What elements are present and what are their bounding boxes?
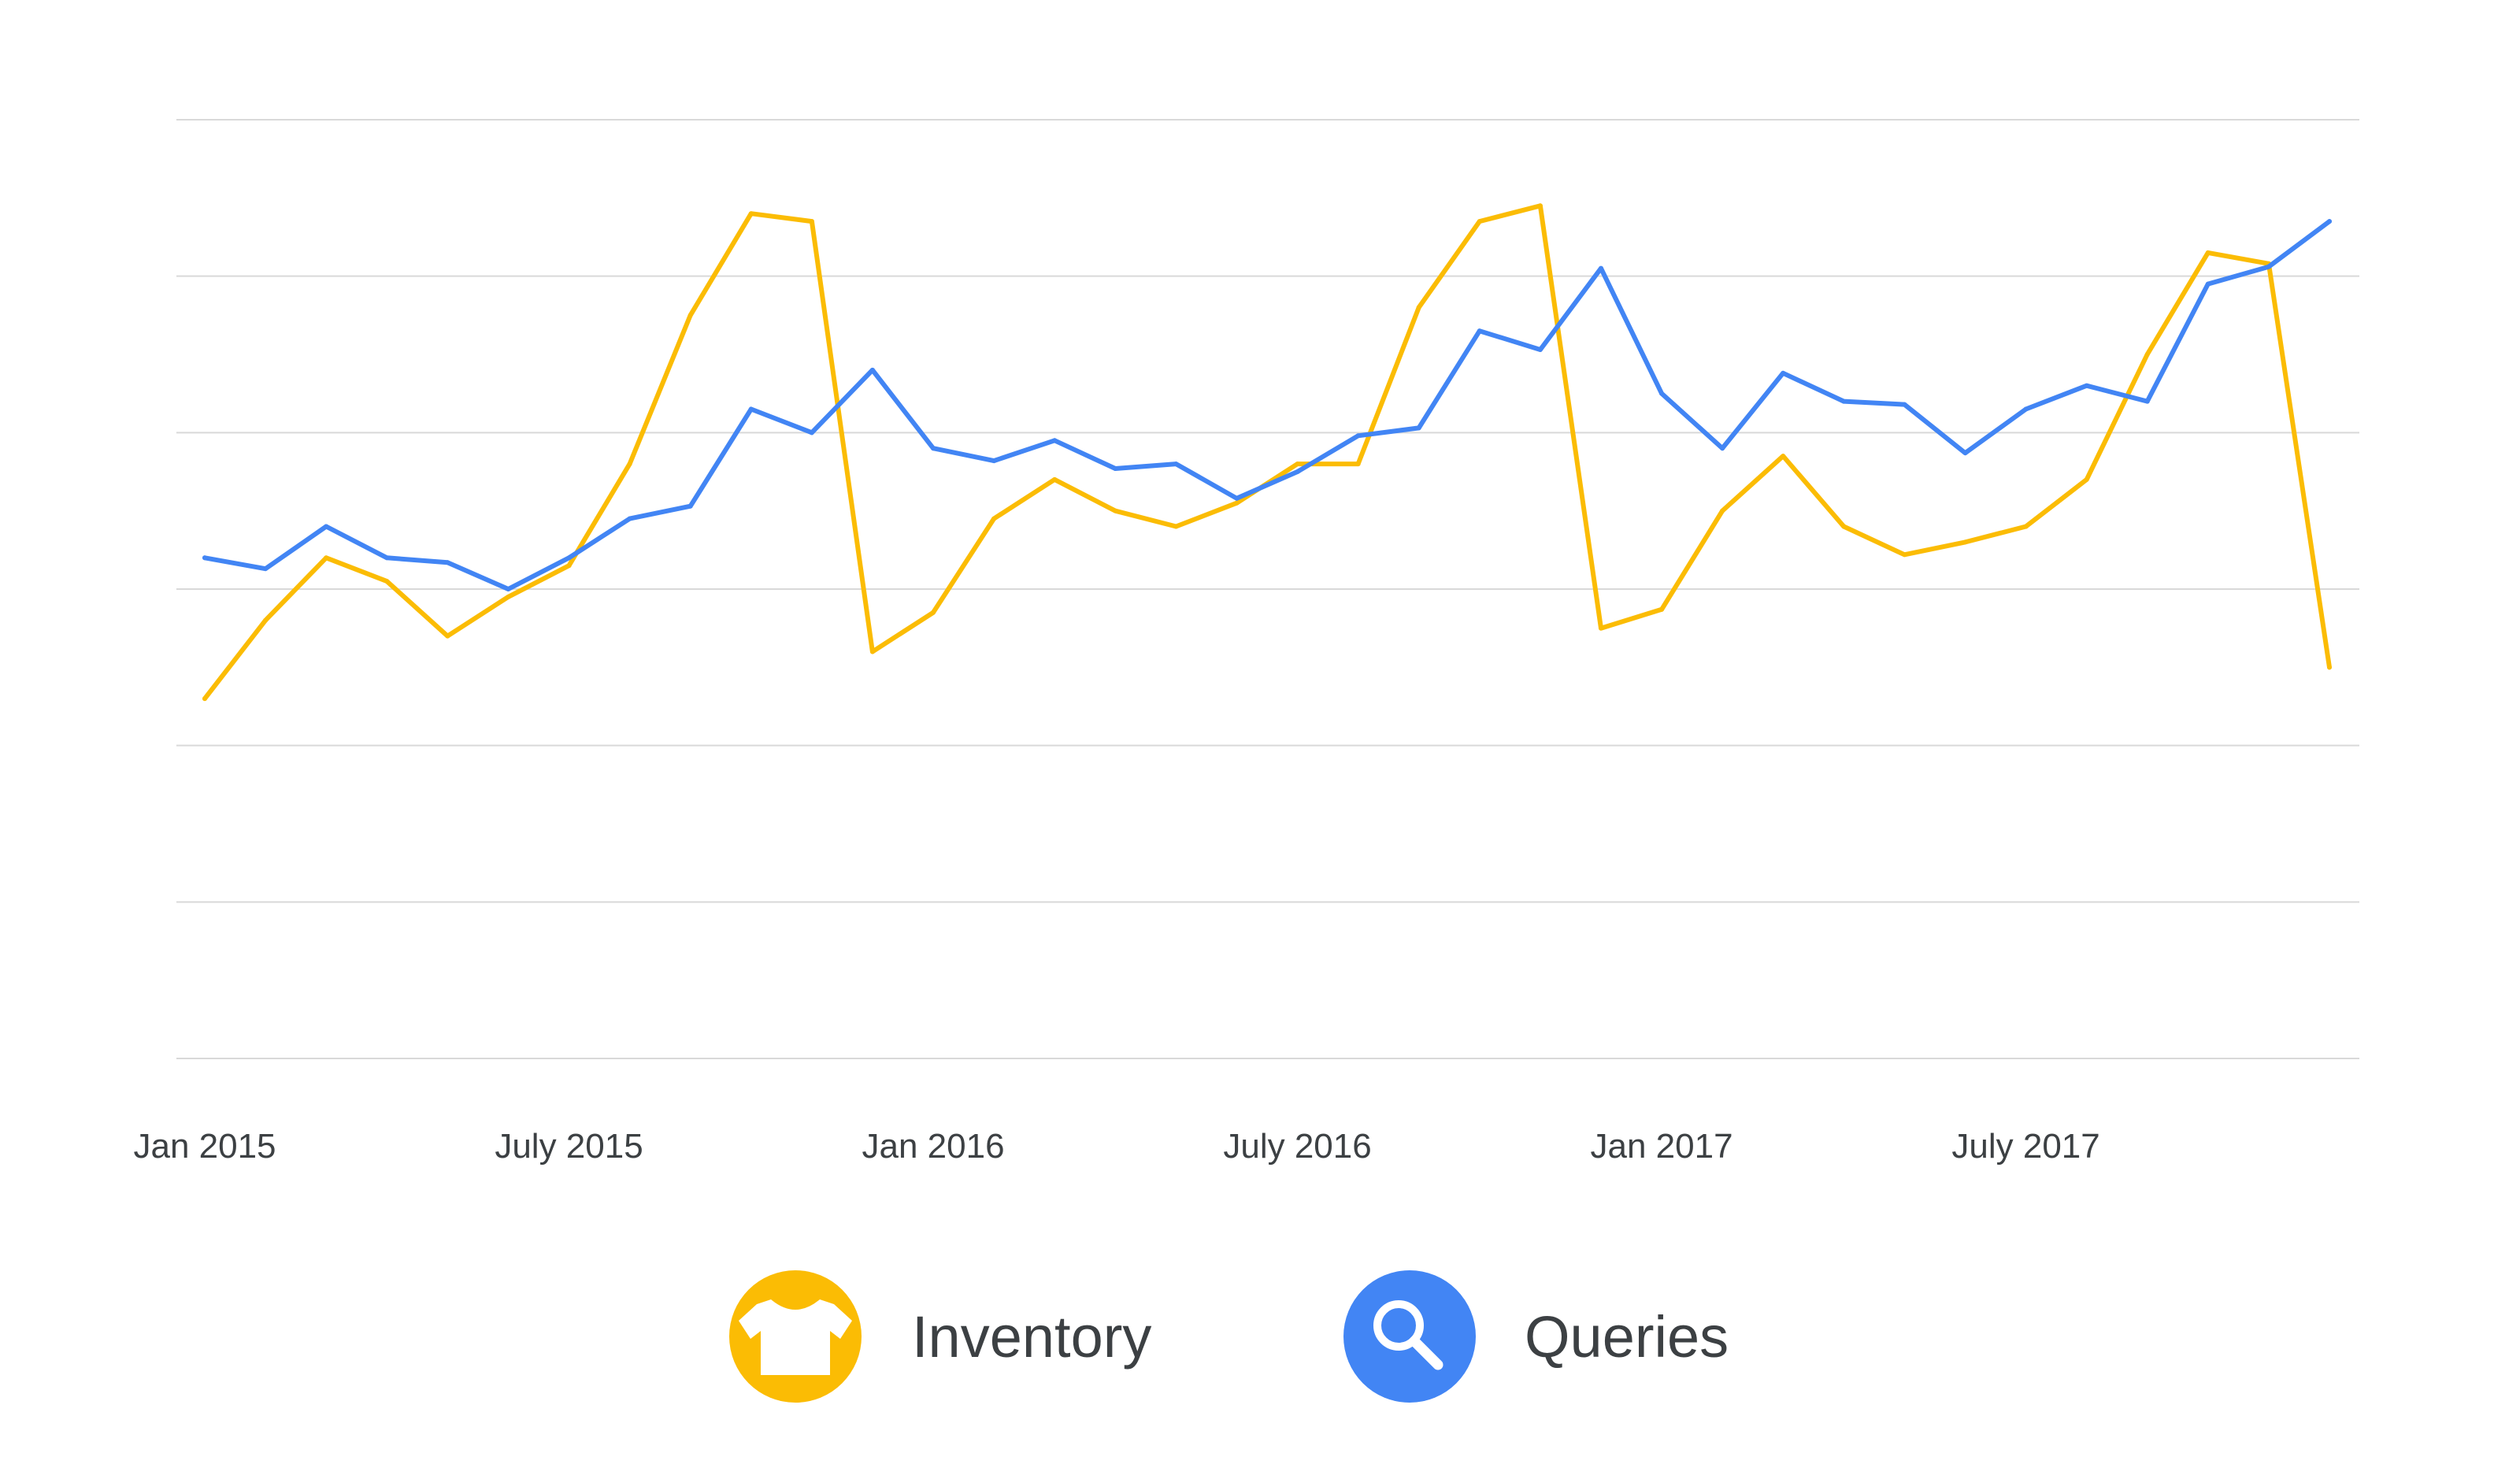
data-point-queries bbox=[566, 555, 572, 561]
data-point-inventory bbox=[202, 696, 207, 702]
data-point-queries bbox=[1234, 495, 1240, 501]
data-point-inventory bbox=[1902, 552, 1907, 558]
series-line-queries bbox=[202, 219, 2332, 591]
data-point-inventory bbox=[809, 219, 814, 224]
data-point-inventory bbox=[991, 516, 997, 521]
data-point-queries bbox=[1781, 370, 1786, 376]
data-point-inventory bbox=[506, 594, 511, 599]
data-point-inventory bbox=[1659, 606, 1665, 612]
data-point-queries bbox=[202, 555, 207, 561]
data-point-inventory bbox=[748, 211, 754, 217]
data-point-inventory bbox=[1295, 461, 1300, 467]
data-point-queries bbox=[2327, 219, 2332, 224]
data-point-inventory bbox=[2205, 250, 2211, 255]
data-point-inventory bbox=[1962, 539, 1968, 545]
data-point-queries bbox=[506, 587, 511, 591]
data-point-inventory bbox=[445, 633, 450, 639]
x-tick-label: July 2015 bbox=[495, 1127, 643, 1166]
series-queries bbox=[202, 219, 2332, 591]
legend-label-queries: Queries bbox=[1525, 1304, 1729, 1370]
legend: Inventory Queries bbox=[729, 1270, 1729, 1403]
data-point-queries bbox=[1113, 466, 1118, 472]
data-point-inventory bbox=[687, 313, 693, 318]
data-point-queries bbox=[2084, 383, 2089, 388]
data-point-inventory bbox=[1841, 524, 1847, 529]
x-tick-label: July 2017 bbox=[1951, 1127, 2099, 1166]
data-point-inventory bbox=[1234, 500, 1240, 506]
data-point-queries bbox=[1295, 469, 1300, 474]
data-point-queries bbox=[1416, 425, 1421, 431]
data-point-inventory bbox=[1052, 476, 1058, 482]
shirt-icon bbox=[739, 1299, 852, 1375]
data-point-queries bbox=[2205, 281, 2211, 287]
data-point-queries bbox=[1841, 398, 1847, 404]
data-point-queries bbox=[1537, 347, 1543, 353]
data-point-queries bbox=[1962, 450, 1968, 456]
legend-item-inventory: Inventory bbox=[729, 1270, 1151, 1403]
data-point-queries bbox=[324, 524, 329, 529]
data-point-inventory bbox=[1720, 508, 1725, 513]
data-point-queries bbox=[1598, 265, 1603, 271]
x-axis: Jan 2015 July 2015 Jan 2016 July 2016 Jan 20… bbox=[133, 1127, 2099, 1166]
data-point-queries bbox=[384, 555, 390, 561]
data-point-queries bbox=[1052, 438, 1058, 443]
data-point-queries bbox=[931, 446, 936, 451]
data-point-queries bbox=[1902, 402, 1907, 407]
data-point-inventory bbox=[2023, 524, 2029, 529]
data-point-inventory bbox=[1477, 219, 1482, 224]
data-point-inventory bbox=[324, 555, 329, 561]
data-point-inventory bbox=[263, 617, 269, 623]
data-point-inventory bbox=[1416, 305, 1421, 310]
x-tick-label: Jan 2015 bbox=[133, 1127, 276, 1166]
data-point-inventory bbox=[1173, 524, 1179, 529]
data-point-inventory bbox=[2144, 352, 2150, 357]
x-tick-label: July 2016 bbox=[1223, 1127, 1371, 1166]
search-icon bbox=[1373, 1300, 1443, 1370]
data-point-queries bbox=[1477, 328, 1482, 334]
x-tick-label: Jan 2016 bbox=[862, 1127, 1004, 1166]
series-lines bbox=[202, 203, 2332, 702]
legend-label-inventory: Inventory bbox=[912, 1304, 1151, 1370]
data-point-inventory bbox=[627, 461, 632, 467]
data-point-inventory bbox=[1355, 461, 1361, 467]
data-point-inventory bbox=[1781, 454, 1786, 459]
legend-swatch-queries bbox=[1343, 1270, 1476, 1403]
data-point-queries bbox=[263, 566, 269, 572]
legend-item-queries: Queries bbox=[1343, 1270, 1729, 1403]
x-tick-label: Jan 2017 bbox=[1591, 1127, 1733, 1166]
series-line-inventory bbox=[202, 203, 2332, 702]
data-point-queries bbox=[869, 367, 875, 373]
data-point-inventory bbox=[1113, 508, 1118, 513]
data-point-queries bbox=[627, 516, 632, 521]
data-point-queries bbox=[687, 503, 693, 509]
data-point-queries bbox=[809, 430, 814, 436]
data-point-queries bbox=[1720, 446, 1725, 451]
data-point-queries bbox=[1659, 391, 1665, 396]
data-point-inventory bbox=[2327, 665, 2332, 670]
data-point-inventory bbox=[1537, 203, 1543, 209]
data-point-queries bbox=[2023, 406, 2029, 412]
data-point-inventory bbox=[566, 563, 572, 569]
data-point-inventory bbox=[869, 649, 875, 654]
data-point-queries bbox=[748, 406, 754, 412]
data-point-queries bbox=[991, 458, 997, 464]
series-inventory bbox=[202, 203, 2332, 702]
data-point-queries bbox=[2266, 264, 2271, 269]
data-point-queries bbox=[445, 560, 450, 565]
data-point-queries bbox=[1173, 461, 1179, 467]
gridlines bbox=[176, 119, 2359, 1059]
data-point-queries bbox=[2144, 398, 2150, 404]
data-point-inventory bbox=[384, 579, 390, 584]
data-point-queries bbox=[1355, 433, 1361, 439]
data-point-inventory bbox=[931, 610, 936, 615]
data-point-inventory bbox=[2084, 476, 2089, 482]
data-point-inventory bbox=[1598, 625, 1603, 631]
